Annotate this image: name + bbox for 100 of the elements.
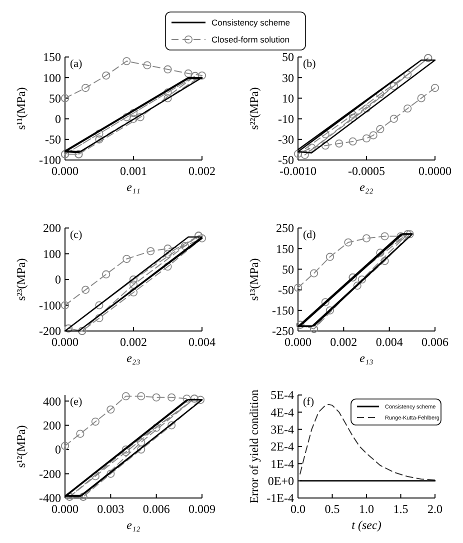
x-tick-label: 0.002 — [188, 164, 216, 178]
point — [102, 270, 110, 278]
x-tick-label: 0.009 — [188, 502, 216, 516]
y-tick-label: 100 — [43, 246, 61, 261]
point — [321, 142, 330, 150]
x-tick-label: 0.006 — [422, 335, 448, 349]
point — [136, 113, 144, 122]
point — [376, 125, 384, 134]
x-tick-label: 0.004 — [376, 335, 403, 349]
point — [344, 238, 352, 246]
y-tick-label: 3E-4 — [270, 422, 294, 437]
x-axis-title: e₂₂ — [360, 180, 374, 194]
point — [82, 286, 90, 294]
point — [308, 144, 316, 152]
x-axis-title: e₂₃ — [126, 351, 140, 365]
point — [122, 392, 130, 400]
annotation: (b) — [303, 58, 316, 70]
point — [362, 234, 371, 242]
y-tick-label: 250 — [276, 221, 294, 236]
legend-label: Closed-form solution — [212, 34, 290, 44]
y-tick-label: 100 — [43, 70, 61, 85]
point — [122, 57, 131, 66]
point — [362, 134, 371, 142]
point — [294, 284, 302, 292]
point — [335, 139, 344, 148]
x-tick-label: 0.006 — [142, 502, 170, 516]
annotation: (e) — [70, 396, 83, 408]
y-tick-label: 200 — [43, 418, 61, 432]
x-axis-title: e₁₂ — [126, 518, 140, 532]
point — [390, 82, 398, 90]
point — [137, 445, 146, 454]
point — [353, 282, 362, 290]
x-axis-title: t (sec) — [352, 518, 382, 532]
point — [146, 247, 155, 256]
point — [122, 113, 131, 122]
y-tick-label: -150 — [272, 304, 294, 318]
point — [91, 418, 100, 426]
y-tick-label: -50 — [278, 283, 294, 297]
point — [129, 108, 138, 118]
x-tick-label: 1.0 — [359, 502, 374, 516]
point — [95, 135, 104, 144]
y-tick-label: 150 — [43, 50, 61, 64]
point — [390, 114, 398, 123]
point — [76, 430, 84, 438]
y-axis-title: s²²(MPa) — [247, 87, 261, 130]
y-axis-title: s¹³(MPa) — [247, 258, 261, 301]
x-tick-label: 0.002 — [120, 335, 147, 349]
point — [106, 470, 115, 478]
point — [129, 280, 138, 289]
point — [168, 421, 176, 430]
point — [122, 445, 130, 454]
point — [321, 298, 330, 306]
x-tick-label: 1.5 — [393, 502, 408, 516]
point — [182, 394, 191, 403]
x-tick-label: 0.5 — [324, 502, 340, 516]
y-axis-title: s²³(MPa) — [14, 258, 28, 301]
point — [95, 314, 104, 322]
point — [326, 252, 334, 261]
y-tick-label: 50 — [49, 91, 61, 106]
point — [164, 262, 172, 271]
y-axis-title: s¹²(MPa) — [14, 425, 28, 468]
point — [300, 150, 309, 159]
y-tick-label: 0E+0 — [268, 474, 294, 488]
annotation: (d) — [303, 229, 316, 241]
y-tick-label: 400 — [43, 394, 61, 408]
y-tick-label: -200 — [39, 466, 61, 481]
point — [417, 94, 426, 102]
y-tick-label: 50 — [282, 50, 294, 64]
point — [310, 269, 318, 278]
y-tick-label: 30 — [282, 70, 294, 85]
point — [362, 104, 371, 113]
point — [60, 301, 70, 310]
point — [129, 288, 138, 296]
point — [164, 250, 172, 258]
point — [198, 234, 206, 242]
annotation: (a) — [70, 58, 83, 70]
point — [369, 131, 378, 140]
point — [164, 65, 172, 74]
y-tick-label: -100 — [39, 298, 61, 312]
x-tick-label: 0.001 — [120, 164, 147, 178]
y-tick-label: 2E-4 — [270, 440, 294, 454]
point — [184, 69, 192, 78]
point — [380, 232, 389, 240]
y-tick-label: 200 — [43, 221, 61, 236]
x-tick-label: 0.003 — [97, 502, 124, 516]
y-tick-label: 150 — [276, 242, 294, 256]
point — [406, 230, 414, 238]
y-axis-title: Error of yield condition — [247, 390, 261, 504]
point — [198, 71, 206, 80]
x-tick-label: 0.0000 — [418, 164, 452, 178]
y-tick-label: 5E-4 — [270, 388, 294, 402]
point — [376, 248, 384, 257]
y-tick-label: 50 — [282, 262, 294, 276]
y-tick-label: -10 — [278, 112, 294, 126]
point — [168, 393, 176, 402]
y-tick-label: 10 — [282, 91, 294, 106]
point — [137, 438, 146, 446]
point — [102, 71, 110, 80]
point — [326, 306, 334, 314]
point — [196, 396, 205, 404]
